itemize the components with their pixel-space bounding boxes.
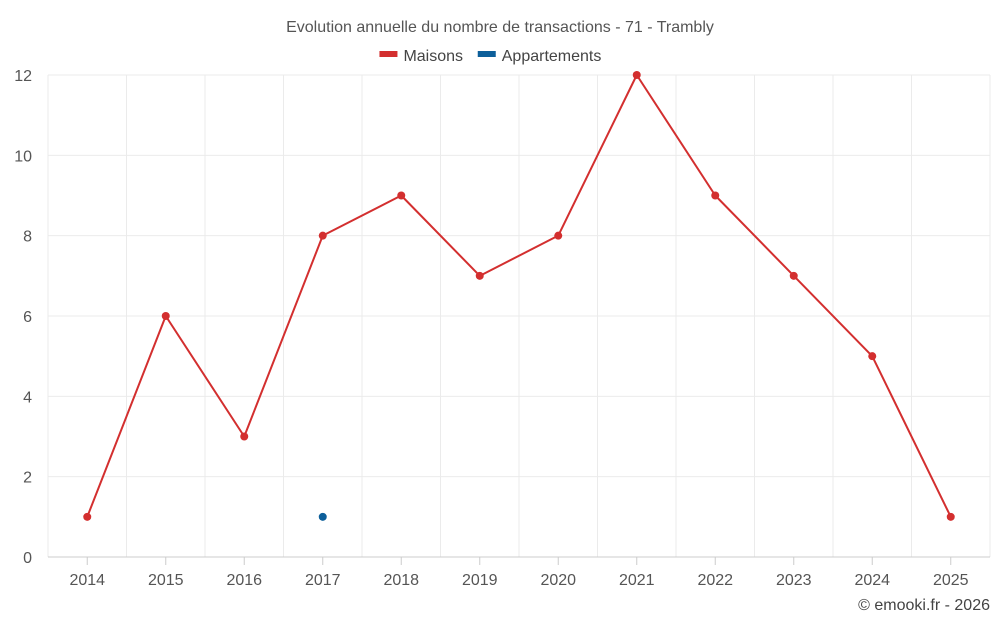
- legend-label: Appartements: [502, 48, 602, 65]
- y-tick-label: 4: [23, 389, 32, 406]
- data-point-maisons-2024[interactable]: [868, 352, 877, 361]
- x-tick-label: 2016: [226, 572, 262, 589]
- legend-item-maisons[interactable]: Maisons: [379, 48, 463, 65]
- x-tick-label: 2021: [619, 572, 655, 589]
- data-point-maisons-2023[interactable]: [789, 271, 798, 280]
- data-point-maisons-2025[interactable]: [946, 512, 955, 521]
- data-point-maisons-2014[interactable]: [83, 512, 92, 521]
- axes: 0 2 4 6 8 10 12 2014 2015 2016 2017 2018 2019 2020 202…: [14, 68, 990, 589]
- x-tick-label: 2024: [854, 572, 890, 589]
- y-tick-label: 2: [23, 470, 32, 487]
- x-tick-label: 2022: [697, 572, 733, 589]
- data-point-maisons-2016[interactable]: [240, 432, 249, 441]
- data-point-maisons-2020[interactable]: [554, 231, 563, 240]
- series-appartements[interactable]: [318, 512, 327, 521]
- x-tick-label: 2018: [383, 572, 419, 589]
- data-point-appartements-2017[interactable]: [318, 512, 327, 521]
- series-maisons[interactable]: [83, 71, 955, 521]
- series-layer: [83, 71, 955, 521]
- x-tick-label: 2015: [148, 572, 184, 589]
- x-tick-label: 2023: [776, 572, 812, 589]
- x-tick-label: 2020: [540, 572, 576, 589]
- x-tick-label: 2014: [69, 572, 105, 589]
- legend-item-appartements[interactable]: Appartements: [477, 48, 602, 65]
- series-line-maisons[interactable]: [86, 74, 952, 518]
- x-tick-label: 2019: [462, 572, 498, 589]
- data-point-maisons-2015[interactable]: [161, 312, 170, 320]
- y-tick-label: 0: [23, 550, 32, 567]
- y-tick-label: 8: [23, 229, 32, 246]
- legend-label: Maisons: [403, 48, 463, 65]
- x-tick-label: 2025: [933, 572, 969, 589]
- data-point-maisons-2017[interactable]: [318, 231, 327, 240]
- credit-text: © emooki.fr - 2026: [858, 597, 990, 614]
- grid-lines: [47, 74, 991, 557]
- y-tick-label: 6: [23, 309, 32, 326]
- x-tick-label: 2017: [305, 572, 341, 589]
- y-tick-label: 12: [14, 68, 32, 85]
- data-point-maisons-2018[interactable]: [397, 191, 406, 200]
- chart-title: Evolution annuelle du nombre de transact…: [286, 19, 714, 36]
- chart-legend[interactable]: Maisons Appartements: [379, 48, 601, 65]
- data-point-maisons-2019[interactable]: [475, 271, 484, 280]
- y-tick-label: 10: [14, 148, 32, 165]
- data-point-maisons-2021[interactable]: [632, 71, 641, 79]
- legend-swatch: [379, 51, 398, 57]
- data-point-maisons-2022[interactable]: [711, 191, 720, 200]
- legend-swatch: [477, 51, 496, 57]
